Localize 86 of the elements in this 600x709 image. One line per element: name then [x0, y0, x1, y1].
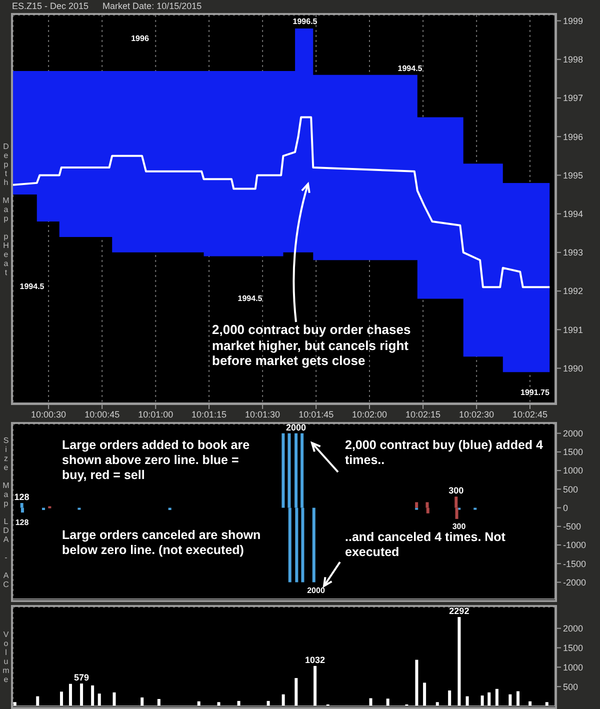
y-tick-label: 500: [563, 484, 578, 494]
y-tick-label: 2000: [563, 624, 584, 634]
bar: [508, 694, 512, 706]
y-tick-label: 1500: [563, 447, 584, 458]
x-tick-label: 10:02:30: [459, 409, 494, 420]
annotation: 128: [15, 518, 29, 527]
y-tick-label: 500: [563, 682, 578, 692]
y-tick-label: -500: [563, 522, 582, 532]
annotation: 1994.5: [238, 294, 262, 303]
bar: [157, 699, 160, 706]
y-tick-label: 1990: [563, 363, 584, 374]
y-tick-label: 1993: [563, 248, 584, 258]
y-tick-label: -1500: [563, 558, 586, 569]
x-tick-label: 10:02:45: [512, 409, 548, 420]
data-label: 579: [74, 672, 90, 683]
annotation: 2,000 contract buy (blue) added 4 times..: [345, 438, 543, 467]
y-tick-label: 1992: [563, 286, 584, 296]
y-axis-title: Size Map LDA - AC: [2, 436, 10, 588]
bar: [294, 678, 298, 706]
bar: [480, 696, 484, 706]
y-tick-label: -2000: [563, 577, 586, 588]
bar: [282, 433, 285, 508]
x-tick-label: 10:01:45: [298, 409, 334, 420]
annotation: Large orders added to book are shown above zero line. blue = buy, red = sell: [62, 438, 250, 482]
y-tick-label: 1997: [563, 93, 584, 104]
annotation: 1996: [131, 34, 149, 43]
line-series: [13, 116, 551, 288]
bar: [516, 691, 520, 706]
bar: [369, 698, 372, 706]
data-label: 1032: [305, 654, 326, 665]
x-tick-label: 10:02:15: [406, 409, 441, 420]
x-tick-label: 10:01:00: [138, 409, 174, 420]
y-tick-label: -1000: [563, 540, 586, 550]
data-label: 300: [448, 486, 464, 496]
annotation: Large orders canceled are shown below zero line. (not executed): [62, 528, 261, 557]
bar: [458, 617, 461, 706]
bar: [448, 690, 452, 706]
bar: [68, 684, 72, 706]
bar: [282, 694, 285, 706]
y-tick-label: 2000: [563, 428, 584, 439]
bar: [312, 508, 316, 582]
annotation: ..and canceled 4 times. Not executed: [345, 530, 506, 559]
bar: [140, 697, 144, 706]
y-axis-title: Volume: [2, 630, 10, 684]
x-tick-label: 10:02:00: [352, 409, 388, 420]
x-tick-label: 10:00:30: [31, 409, 66, 420]
annotation: 2000: [307, 586, 325, 595]
bar: [488, 692, 491, 706]
bar: [495, 688, 498, 706]
bar: [60, 692, 63, 706]
bar: [314, 666, 317, 706]
y-tick-label: 1000: [563, 466, 584, 476]
annotation: 1994.5: [20, 282, 44, 291]
y-tick-label: 1500: [563, 642, 584, 653]
data-label: 2292: [449, 606, 470, 616]
y-tick-label: 1999: [563, 16, 584, 26]
bar: [112, 692, 116, 706]
bar: [415, 660, 418, 706]
y-tick-label: 1991: [563, 324, 584, 335]
y-tick-label: 1000: [563, 662, 584, 672]
y-axis-title: Depth Map pHeat: [2, 142, 10, 276]
x-tick-label: 10:00:45: [84, 409, 120, 420]
chart-subtitle: Market Date: 10/15/2015: [102, 1, 202, 11]
data-label: 2000: [286, 422, 306, 432]
y-tick-label: 0: [563, 502, 568, 513]
bar: [98, 694, 101, 706]
x-tick-label: 10:01:15: [192, 409, 227, 420]
annotation: 1994.5: [398, 64, 422, 73]
annotation: 2,000 contract buy order chases market higher, but cancels right before market gets close: [212, 322, 411, 368]
y-tick-label: 1996: [563, 132, 584, 142]
y-tick-label: 1998: [563, 54, 584, 65]
y-tick-label: 1995: [563, 170, 584, 180]
bar: [415, 502, 418, 508]
chart-title: ES.Z15 - Dec 2015: [12, 1, 89, 11]
y-tick-label: 1994: [563, 209, 584, 220]
data-label: 128: [14, 492, 30, 502]
bar: [80, 684, 84, 706]
bar: [36, 696, 40, 706]
annotation: 1991.75: [520, 388, 550, 397]
annotation: 300: [452, 522, 466, 531]
x-tick-label: 10:01:30: [245, 409, 280, 420]
bar: [423, 682, 426, 706]
bar: [466, 696, 469, 706]
bar: [91, 685, 94, 706]
bar: [386, 698, 390, 706]
annotation: 1996.5: [292, 17, 318, 26]
